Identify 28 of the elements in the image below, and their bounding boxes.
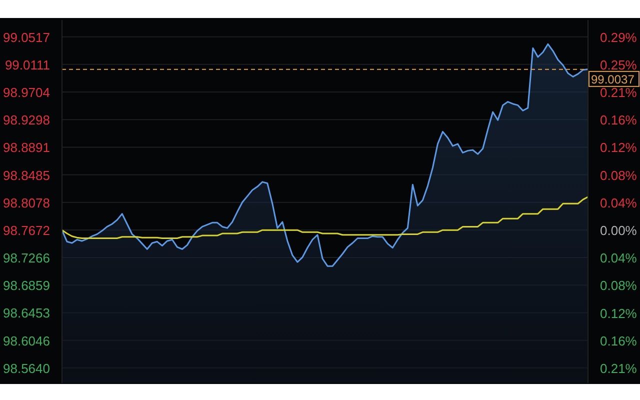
- y2-tick-label: 0.08%: [600, 278, 638, 294]
- y2-tick-label: 0.08%: [600, 168, 638, 183]
- y-tick-label: 98.9298: [3, 112, 50, 128]
- y-tick-label: 98.5640: [3, 360, 50, 376]
- y2-tick-label: 0.25%: [600, 57, 638, 72]
- y2-tick-label: 0.12%: [600, 306, 638, 321]
- y-tick-label: 98.8485: [3, 168, 50, 183]
- y-tick-label: 98.6453: [3, 306, 50, 321]
- y-tick-label: 99.0517: [3, 30, 50, 45]
- y-tick-label: 98.8078: [3, 195, 50, 210]
- y2-tick-label: 0.04%: [600, 195, 638, 210]
- y2-tick-label: 0.21%: [600, 85, 638, 100]
- y-tick-label: 98.7266: [3, 250, 50, 266]
- y2-tick-label: 0.00%: [600, 222, 638, 238]
- y-tick-label: 98.8891: [3, 140, 50, 156]
- y2-tick-label: 0.21%: [600, 360, 638, 376]
- y-tick-label: 98.6046: [3, 333, 50, 348]
- y-tick-label: 98.6859: [3, 278, 50, 294]
- y2-tick-label: 0.16%: [600, 112, 638, 128]
- y2-tick-label: 0.04%: [600, 250, 638, 266]
- y2-tick-label: 0.29%: [600, 30, 638, 45]
- ref-line-label: 99.0037: [591, 72, 635, 86]
- y-tick-label: 99.0111: [4, 57, 50, 72]
- y-tick-label: 98.9704: [3, 85, 50, 100]
- y2-tick-label: 0.12%: [600, 140, 638, 156]
- y2-tick-label: 0.16%: [600, 333, 638, 348]
- y-tick-label: 98.7672: [3, 222, 50, 238]
- line-series: [61, 196, 589, 240]
